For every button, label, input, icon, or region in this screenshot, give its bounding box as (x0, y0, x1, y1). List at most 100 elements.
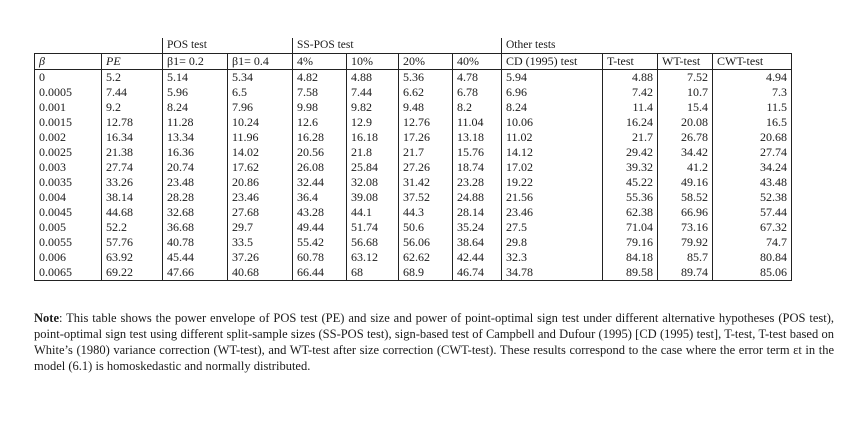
table-cell: 32.08 (346, 175, 399, 190)
table-cell: 55.36 (602, 190, 658, 205)
table-cell: 25.84 (346, 160, 399, 175)
table-cell: 20.68 (712, 130, 792, 145)
table-cell: 14.02 (227, 145, 293, 160)
table-cell: 34.42 (657, 145, 713, 160)
table-cell: 5.36 (398, 69, 453, 85)
table-cell: 0.005 (34, 220, 102, 235)
table-cell: 10.06 (501, 115, 603, 130)
table-cell: 36.4 (292, 190, 347, 205)
table-cell: 7.3 (712, 85, 792, 100)
table-cell: 20.08 (657, 115, 713, 130)
table-cell: 0.0025 (34, 145, 102, 160)
table-cell: 41.2 (657, 160, 713, 175)
table-cell: 43.48 (712, 175, 792, 190)
table-cell: 21.7 (398, 145, 453, 160)
table-cell: 6.78 (452, 85, 502, 100)
table-cell: 40.78 (162, 235, 228, 250)
table-cell: 4.88 (346, 69, 399, 85)
table-cell: 16.36 (162, 145, 228, 160)
col-header-pos2: β1= 0.4 (227, 53, 293, 70)
table-cell: 16.28 (292, 130, 347, 145)
table-row: 0.0055 57.76 40.78 33.5 55.42 56.68 56.06 38.64… (34, 235, 792, 250)
table-row: 0.0015 12.78 11.28 10.24 12.6 12.9 12.76 11.04 1… (34, 115, 792, 130)
table-row: 0.003 27.74 20.74 17.62 26.08 25.84 27.26 18.74… (34, 160, 792, 175)
table-cell: 85.7 (657, 250, 713, 265)
table-cell: 37.52 (398, 190, 453, 205)
col-header-beta: β (34, 53, 102, 70)
table-cell: 56.06 (398, 235, 453, 250)
col-header-t: T-test (602, 53, 658, 70)
note-label: Note (34, 311, 59, 325)
table-cell: 0.006 (34, 250, 102, 265)
table-cell: 8.24 (501, 100, 603, 115)
table-cell: 51.74 (346, 220, 399, 235)
table-cell: 58.52 (657, 190, 713, 205)
table-cell: 62.62 (398, 250, 453, 265)
table-cell: 89.74 (657, 265, 713, 281)
table-row: 0 5.2 5.14 5.34 4.82 4.88 5.36 4.78 5.94 4.88 7.52… (34, 69, 792, 85)
table-cell: 62.38 (602, 205, 658, 220)
col-header-pos1: β1= 0.2 (162, 53, 228, 70)
table-cell: 27.68 (227, 205, 293, 220)
table-cell: 11.96 (227, 130, 293, 145)
table-cell: 52.38 (712, 190, 792, 205)
table-cell: 12.76 (398, 115, 453, 130)
table-cell: 18.74 (452, 160, 502, 175)
table-cell: 29.42 (602, 145, 658, 160)
table-cell: 0.0015 (34, 115, 102, 130)
table-cell: 27.5 (501, 220, 603, 235)
table-row: 0.0035 33.26 23.48 20.86 32.44 32.08 31.42 23.2… (34, 175, 792, 190)
table-cell: 26.08 (292, 160, 347, 175)
table-cell: 0.0035 (34, 175, 102, 190)
table-cell: 0.003 (34, 160, 102, 175)
table-cell: 69.22 (101, 265, 163, 281)
table-cell: 84.18 (602, 250, 658, 265)
table-cell: 57.44 (712, 205, 792, 220)
table-cell: 23.48 (162, 175, 228, 190)
table-cell: 8.24 (162, 100, 228, 115)
table-cell: 4.82 (292, 69, 347, 85)
table-cell: 7.52 (657, 69, 713, 85)
table-cell: 24.88 (452, 190, 502, 205)
table-cell: 20.74 (162, 160, 228, 175)
table-cell: 66.44 (292, 265, 347, 281)
col-header-ss2: 10% (346, 53, 399, 70)
col-header-cwt: CWT-test (712, 53, 792, 70)
table-cell: 32.68 (162, 205, 228, 220)
group-pos-test: POS test (162, 38, 293, 54)
table-cell: 0.0055 (34, 235, 102, 250)
table-cell: 20.86 (227, 175, 293, 190)
table-cell: 21.8 (346, 145, 399, 160)
table-cell: 63.92 (101, 250, 163, 265)
table-row: 0.006 63.92 45.44 37.26 60.78 63.12 62.62 42.44… (34, 250, 792, 265)
table-cell: 27.26 (398, 160, 453, 175)
table-cell: 6.62 (398, 85, 453, 100)
table-cell: 0.0005 (34, 85, 102, 100)
table-cell: 4.78 (452, 69, 502, 85)
table-cell: 32.3 (501, 250, 603, 265)
table-cell: 60.78 (292, 250, 347, 265)
col-header-ss3: 20% (398, 53, 453, 70)
table-cell: 16.24 (602, 115, 658, 130)
table-cell: 39.08 (346, 190, 399, 205)
col-header-ss1: 4% (292, 53, 347, 70)
table-cell: 74.7 (712, 235, 792, 250)
table-row: 0.0065 69.22 47.66 40.68 66.44 68 68.9 46.74 34.… (34, 265, 792, 281)
table-cell: 38.64 (452, 235, 502, 250)
table-cell: 7.42 (602, 85, 658, 100)
table-cell: 68.9 (398, 265, 453, 281)
col-header-ss4: 40% (452, 53, 502, 70)
table-cell: 16.5 (712, 115, 792, 130)
table-cell: 23.28 (452, 175, 502, 190)
table-cell: 34.24 (712, 160, 792, 175)
col-header-pe: PE (101, 53, 163, 70)
table-cell: 31.42 (398, 175, 453, 190)
table-cell: 5.96 (162, 85, 228, 100)
table-cell: 5.2 (101, 69, 163, 85)
table-cell: 11.02 (501, 130, 603, 145)
table-cell: 19.22 (501, 175, 603, 190)
table-row: 0.001 9.2 8.24 7.96 9.98 9.82 9.48 8.2 8.24 11.4 1… (34, 100, 792, 115)
table-cell: 33.5 (227, 235, 293, 250)
table-body: 0 5.2 5.14 5.34 4.82 4.88 5.36 4.78 5.94 4.88 7.52… (34, 69, 792, 281)
table-cell: 0.001 (34, 100, 102, 115)
